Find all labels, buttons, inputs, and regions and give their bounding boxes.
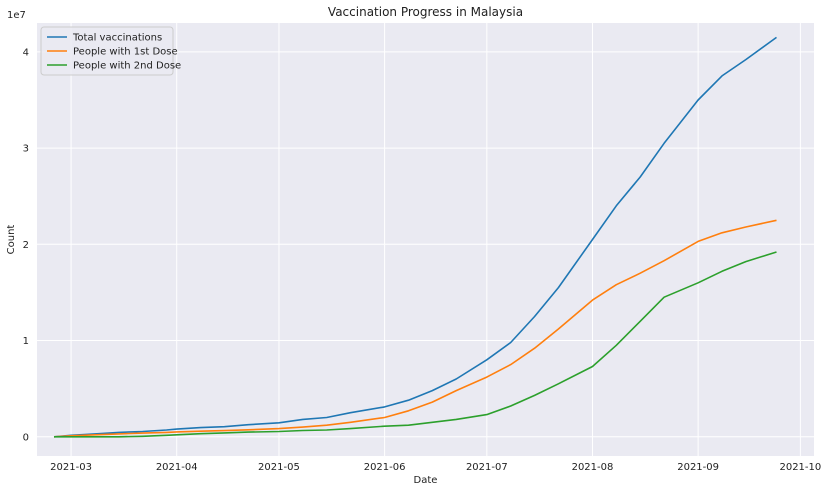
y-axis-label: Count	[6, 225, 17, 255]
y-tick-label: 1	[23, 336, 29, 347]
y-axis-multiplier: 1e7	[7, 10, 26, 21]
y-tick-label: 4	[23, 47, 29, 58]
y-tick-label: 0	[23, 432, 29, 443]
series-line-1	[53, 219, 777, 438]
legend-box	[40, 26, 174, 76]
x-axis-label: Date	[414, 475, 438, 486]
y-tick-label: 3	[23, 144, 29, 155]
legend-label-0: Total vaccinations	[72, 33, 162, 44]
chart-title: Vaccination Progress in Malaysia	[328, 5, 523, 19]
grid-lines	[37, 23, 814, 456]
y-tick-label: 2	[23, 240, 29, 251]
plot-area	[37, 23, 814, 456]
x-tick-label: 2021-03	[50, 462, 92, 473]
series-line-2	[54, 251, 777, 438]
x-tick-label: 2021-09	[677, 462, 719, 473]
legend-label-2: People with 2nd Dose	[73, 61, 181, 72]
series-lines	[53, 36, 777, 438]
x-tick-label: 2021-06	[364, 462, 406, 473]
x-tick-label: 2021-05	[258, 462, 300, 473]
x-tick-label: 2021-10	[779, 462, 821, 473]
legend: Total vaccinations People with 1st Dose Pe…	[40, 26, 181, 76]
series-line-0	[53, 36, 777, 438]
x-tick-label: 2021-07	[466, 462, 508, 473]
legend-label-1: People with 1st Dose	[73, 47, 178, 58]
x-tick-label: 2021-08	[572, 462, 614, 473]
x-tick-label: 2021-04	[156, 462, 198, 473]
tick-labels: 2021-03 2021-04 2021-05 2021-06 2021-07 2021-…	[23, 47, 822, 473]
